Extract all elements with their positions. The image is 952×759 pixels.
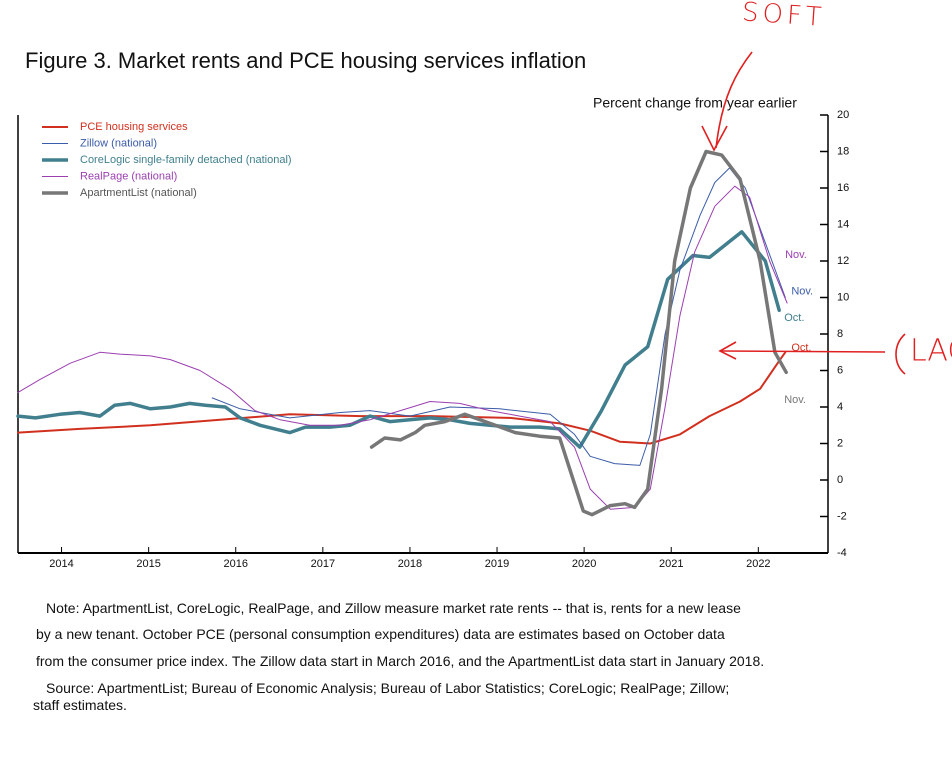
note-line: from the consumer price index. The Zillo… [36,653,765,669]
plot-area: -4 -2 0 2 4 6 8 10 12 14 16 18 20 2014 2015 2016 2017 201… [16,109,849,570]
x-tick-label: 2016 [223,558,247,570]
x-tick-label: 2018 [398,558,422,570]
y-tick-label: 14 [837,218,849,230]
y-tick-label: 20 [837,109,849,121]
y-tick-label: 12 [837,255,849,267]
y-tick-label: 16 [837,182,849,194]
y-axis-label: Percent change from year earlier [593,95,797,111]
y-tick-label: 0 [837,474,843,486]
series-line [17,351,787,445]
chart-title: Figure 3. Market rents and PCE housing s… [25,48,586,73]
end-label: Oct. [784,312,804,324]
note-line: by a new tenant. October PCE (personal c… [36,626,725,642]
legend-label: CoreLogic single-family detached (nation… [80,154,292,166]
y-tick-label: 18 [837,145,849,157]
note-line: Note: ApartmentList, CoreLogic, RealPage… [46,600,741,616]
y-tick-label: 6 [837,364,843,376]
x-tick-label: 2021 [659,558,683,570]
x-tick-label: 2019 [485,558,509,570]
x-tick-label: 2020 [572,558,596,570]
y-tick-label: 10 [837,291,849,303]
legend-label: Zillow (national) [80,137,157,149]
legend-label: ApartmentList (national) [80,187,197,199]
chart: Figure 3. Market rents and PCE housing s… [16,0,952,570]
end-label: Oct. [791,342,811,354]
x-tick-label: 2017 [311,558,335,570]
end-label: Nov. [784,394,806,406]
y-tick-label: -4 [837,547,847,559]
series-line [17,185,788,510]
x-tick-label: 2022 [746,558,770,570]
x-tick-label: 2015 [136,558,160,570]
handwritten-note: SOFT [741,0,826,33]
y-tick-label: 4 [837,401,843,413]
series-line [211,167,786,466]
series-line [369,149,788,517]
handwritten-note: LAG [910,334,952,369]
hand-arrow [715,51,753,149]
hand-arrowhead [718,341,737,360]
y-tick-label: -2 [837,510,847,522]
hand-arrow [721,350,886,353]
x-tick-label: 2014 [49,558,73,570]
end-label: Nov. [785,249,807,261]
legend-label: RealPage (national) [80,170,177,182]
y-tick-label: 2 [837,437,843,449]
y-tick-label: 8 [837,328,843,340]
series-line [16,230,781,449]
note-line: staff estimates. [33,697,127,713]
hand-bracket [895,333,906,375]
end-label: Nov. [791,285,813,297]
legend-label: PCE housing services [80,121,188,133]
note-line: Source: ApartmentList; Bureau of Economi… [46,680,730,696]
hand-arrowhead [701,125,728,152]
